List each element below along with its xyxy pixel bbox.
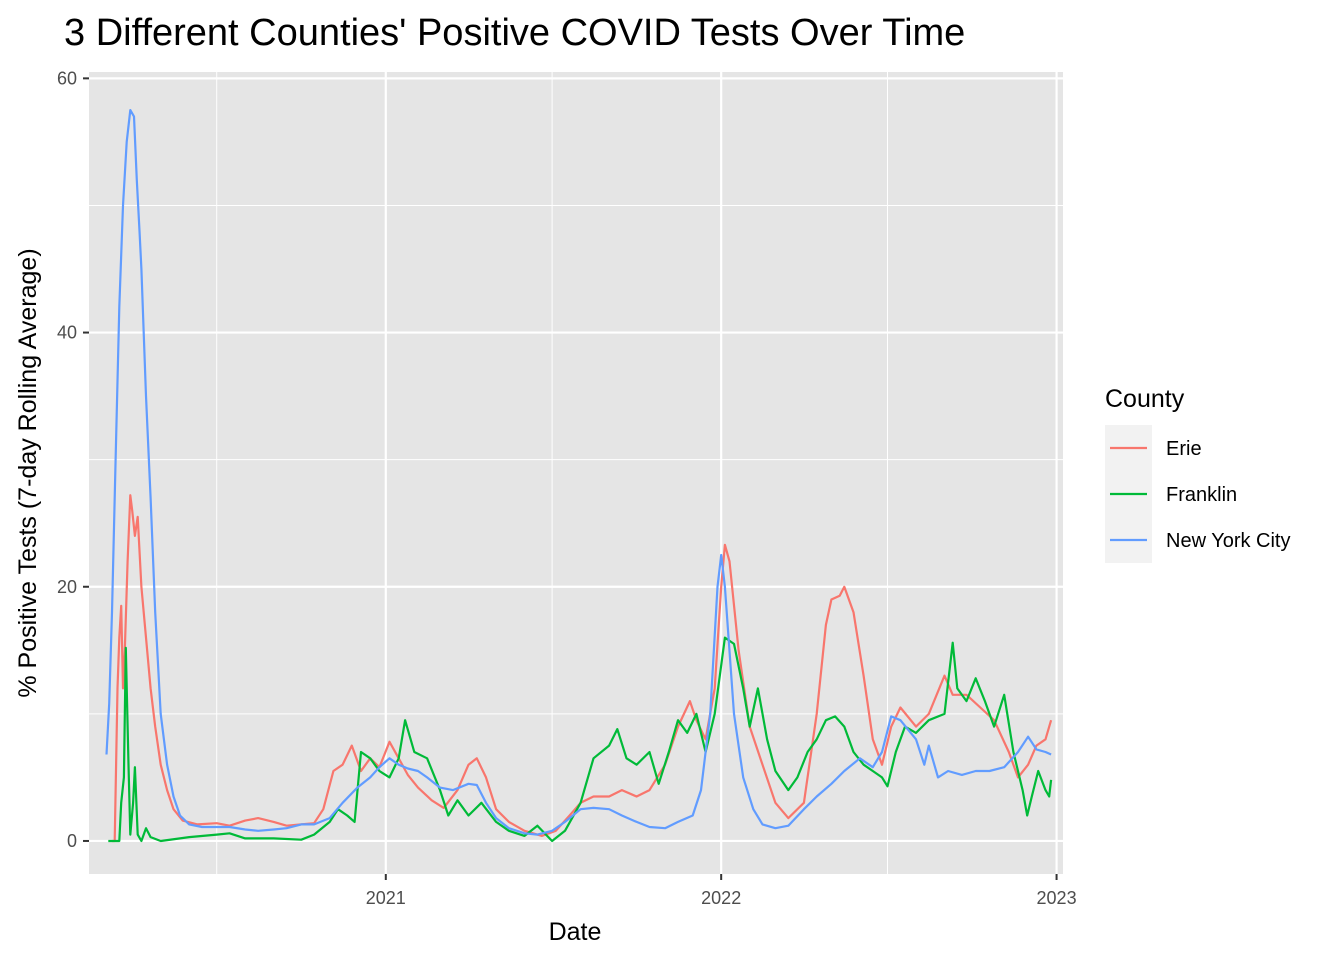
x-axis: 2021 2022 2023	[366, 874, 1077, 908]
legend-label: New York City	[1166, 530, 1291, 552]
series-lines	[105, 109, 1053, 843]
minor-grid-lines	[89, 72, 1063, 874]
series-line-new-york-city	[105, 109, 1052, 836]
y-tick-label: 0	[67, 831, 77, 851]
x-axis-title: Date	[549, 918, 602, 946]
legend-label: Erie	[1166, 438, 1202, 460]
series-line-erie	[112, 494, 1053, 843]
series-line-franklin	[108, 636, 1053, 843]
y-axis-title: % Positive Tests (7-day Rolling Average)	[14, 248, 42, 697]
legend-title: County	[1105, 385, 1185, 413]
legend: County Erie Franklin New York City	[1105, 385, 1291, 563]
x-tick-label: 2022	[701, 888, 741, 908]
y-tick-label: 20	[57, 577, 77, 597]
major-grid-lines	[89, 72, 1063, 874]
y-tick-label: 40	[57, 323, 77, 343]
plot-panel	[89, 72, 1063, 874]
x-tick-label: 2021	[366, 888, 406, 908]
y-axis: 0 20 40 60	[57, 68, 89, 851]
chart-title: 3 Different Counties' Positive COVID Tes…	[64, 12, 965, 54]
legend-label: Franklin	[1166, 484, 1237, 506]
y-tick-label: 60	[57, 68, 77, 88]
x-tick-label: 2023	[1037, 888, 1077, 908]
legend-items: Erie Franklin New York City	[1105, 425, 1291, 563]
